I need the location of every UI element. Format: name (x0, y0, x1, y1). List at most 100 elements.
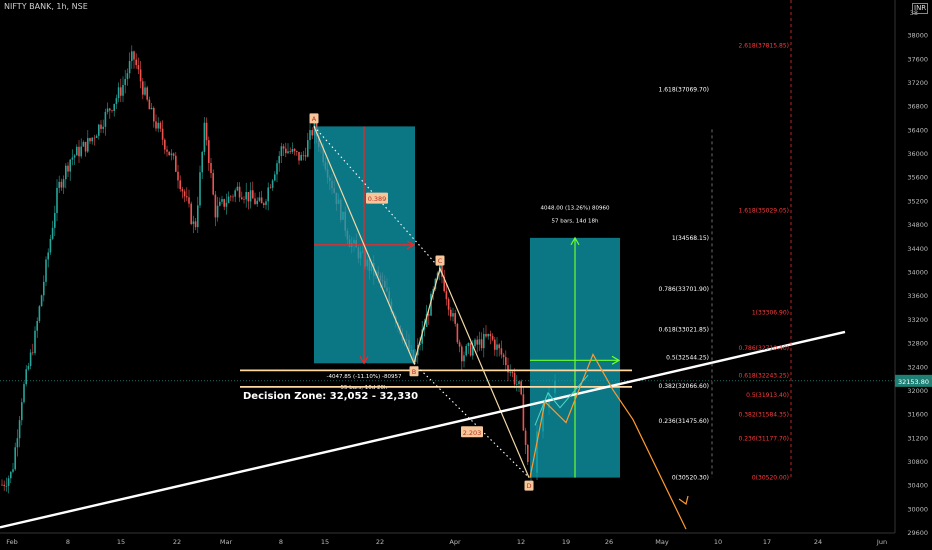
candle-body (190, 203, 192, 225)
candle-body (487, 333, 489, 337)
candle-body (7, 478, 10, 486)
candle-body (168, 151, 170, 156)
candle-body (111, 110, 113, 111)
candle-body (109, 108, 111, 111)
candle-body (311, 130, 313, 136)
time-tick-label: Jun (876, 538, 887, 546)
candle-body (494, 339, 496, 350)
candle-body (62, 179, 65, 188)
candle-body (271, 180, 274, 188)
candle-body (21, 402, 23, 421)
price-tick-label: 32000 (907, 387, 928, 395)
fib-main-label: 1(34568.15) (672, 235, 709, 242)
projection-arrowhead (678, 495, 689, 506)
candle-body (289, 151, 291, 153)
candle-body (505, 357, 507, 366)
candle-body (513, 373, 516, 385)
fib-ext-label: 0.5(31913.40) (746, 392, 789, 399)
candle-body (170, 153, 173, 156)
candle-body (483, 333, 485, 349)
candle-body (65, 165, 67, 180)
price-tick-label: 32800 (907, 340, 928, 348)
price-tick-label: 34800 (907, 221, 928, 229)
candle-body (137, 65, 140, 70)
candle-body (522, 394, 525, 431)
candle-body (496, 344, 498, 350)
candle-body (18, 420, 21, 439)
candle-body (302, 155, 305, 156)
trendline (0, 330, 846, 529)
price-tick-label: 35200 (907, 197, 928, 205)
candle-body (128, 60, 131, 74)
time-tick-label: 26 (605, 538, 613, 546)
candle-body (524, 430, 527, 445)
candle-body (58, 181, 60, 188)
projection-path (529, 353, 687, 530)
candle-body (516, 384, 518, 385)
candle-body (34, 330, 36, 354)
candle-body (280, 146, 283, 157)
price-tick-label: 35600 (907, 174, 928, 182)
candle-body (293, 148, 296, 152)
fib-main-label: 0.618(33021.85) (659, 326, 710, 333)
candle-body (527, 444, 529, 462)
candle-body (230, 196, 232, 198)
candle-body (234, 190, 236, 197)
candle-body (232, 196, 234, 198)
fib-ext-label: 0.236(31177.70) (739, 436, 790, 443)
candle-body (78, 146, 80, 157)
candle-body (480, 339, 483, 349)
candle-body (194, 221, 197, 228)
candle-body (441, 263, 443, 277)
candle-body (511, 372, 514, 374)
candle-body (260, 197, 263, 204)
candle-body (56, 187, 58, 213)
time-tick-label: Feb (6, 538, 18, 546)
candle-body (450, 309, 452, 317)
fib-main-label: 0.5(32544.25) (666, 355, 709, 362)
currency-badge[interactable]: INR (912, 3, 929, 14)
candle-body (23, 384, 25, 403)
candle-body (153, 107, 155, 122)
candle-body (291, 148, 294, 153)
last-price-tag (895, 374, 932, 387)
drawings: -4047.85 (-11.10%) -8095755 bars, 10d 20… (0, 113, 846, 530)
candle-body (150, 107, 153, 110)
candle-body (40, 295, 43, 307)
candle-body (175, 155, 177, 172)
fib-main-label: 0(30520.30) (672, 475, 709, 482)
fib-ext-label: 1(33306.90) (752, 310, 789, 317)
pivot-badge (435, 255, 445, 266)
price-tick-label: 38000 (907, 32, 928, 40)
fib-main-label: 0.382(32066.60) (659, 383, 710, 390)
candle-body (120, 87, 122, 96)
candle-body (87, 138, 89, 152)
candle-body (197, 205, 199, 228)
pivot-label: A (312, 115, 317, 123)
candle-body (419, 343, 421, 346)
ratio-label: 0.389 (368, 195, 387, 203)
pivot-badge (309, 113, 319, 124)
candle-body (205, 122, 208, 141)
candle-body (278, 156, 280, 164)
ratio-badge (366, 192, 388, 204)
pivot-label: D (526, 482, 531, 490)
measure-arrowhead (406, 240, 416, 250)
measure-up-label: 4048.00 (13.26%) 80960 (541, 205, 611, 211)
price-tick-label: 34400 (907, 245, 928, 253)
candle-body (454, 313, 456, 324)
candle-body (227, 196, 230, 203)
candle-body (208, 140, 210, 163)
candle-body (241, 197, 243, 200)
candle-body (131, 51, 133, 61)
candle-body (181, 189, 184, 192)
fib-ext-label: 2.618(37815.85) (739, 43, 790, 50)
candle-body (489, 333, 492, 337)
candle-body (298, 151, 300, 161)
candle-body (148, 99, 151, 110)
candle-body (461, 346, 463, 362)
candle-body (463, 355, 465, 362)
price-tick-label: 34000 (907, 269, 928, 277)
candle-body (474, 339, 476, 347)
